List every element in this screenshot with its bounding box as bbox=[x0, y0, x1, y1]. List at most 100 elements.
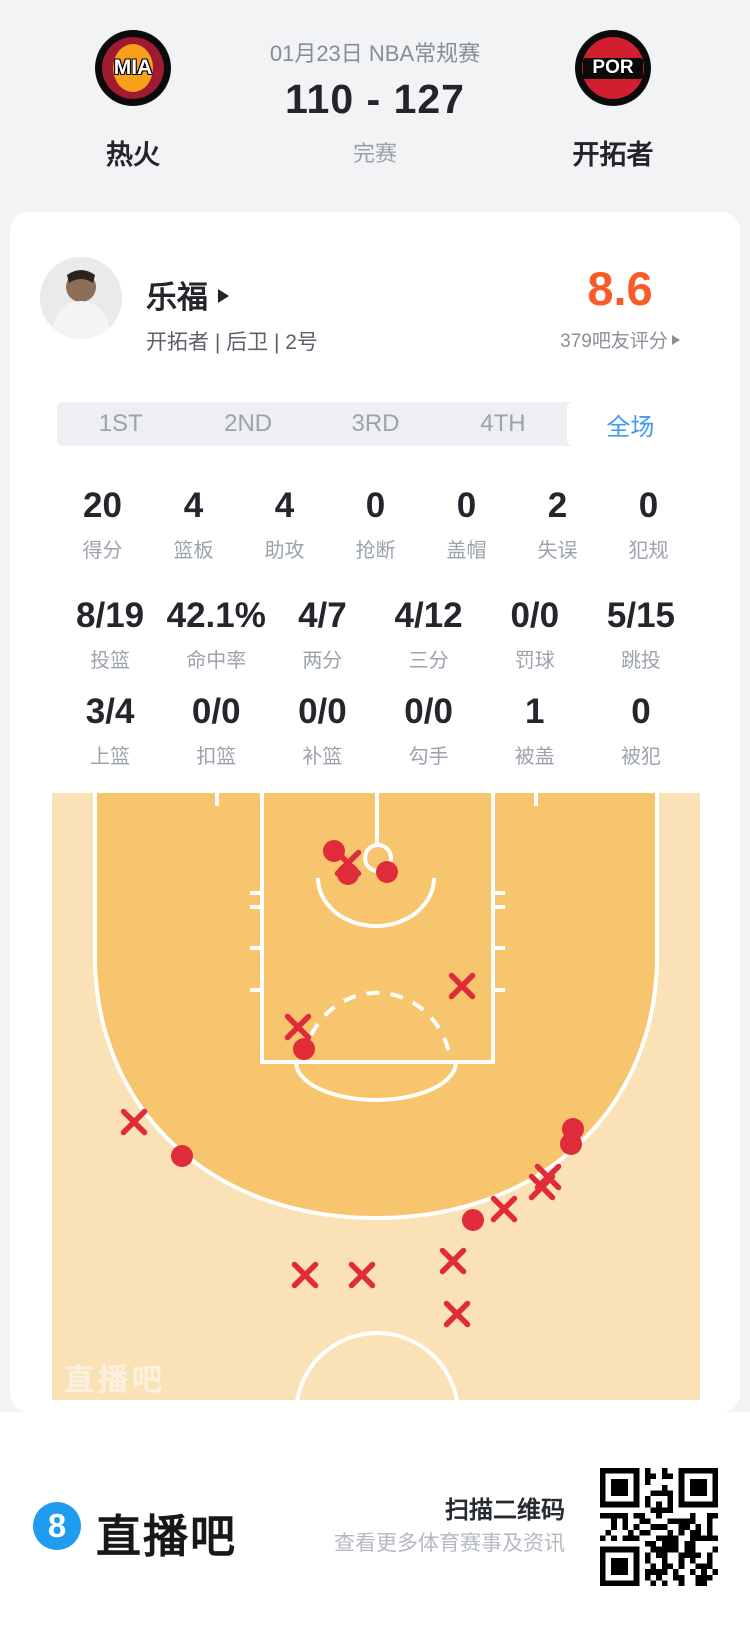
shot-made-marker bbox=[376, 861, 398, 883]
match-score: 110 - 127 bbox=[285, 76, 465, 122]
player-meta: 开拓者 | 后卫 | 2号 bbox=[146, 331, 318, 354]
stat-label: 上篮 bbox=[90, 746, 131, 768]
shot-made-marker bbox=[560, 1133, 582, 1155]
caret-right-small-icon bbox=[671, 334, 680, 345]
qr-code bbox=[600, 1468, 718, 1586]
shot-missed-marker bbox=[528, 1173, 556, 1201]
player-name: 乐福 bbox=[146, 280, 208, 315]
stat-label: 助攻 bbox=[264, 540, 305, 562]
stat-label: 失误 bbox=[537, 540, 578, 562]
stat-value: 0 bbox=[365, 486, 386, 525]
tab-全场[interactable]: 全场 bbox=[566, 402, 695, 446]
player-rating: 8.6 bbox=[587, 262, 653, 315]
stat-col: 20 得分 bbox=[57, 486, 148, 563]
shot-chart-court: 直播吧 bbox=[52, 793, 700, 1400]
tab-1ST[interactable]: 1ST bbox=[98, 410, 143, 437]
shot-made-marker bbox=[171, 1145, 193, 1167]
stat-col: 4 篮板 bbox=[148, 486, 239, 563]
stat-col: 8/19 投篮 bbox=[57, 596, 163, 673]
stat-value: 0 bbox=[631, 692, 651, 731]
stat-col: 5/15 跳投 bbox=[588, 596, 694, 673]
stat-value: 4 bbox=[183, 486, 204, 525]
team-name-away: 开拓者 bbox=[572, 140, 654, 170]
free-throw-circle-solid bbox=[294, 1061, 458, 1102]
stat-label: 命中率 bbox=[186, 650, 247, 672]
stat-label: 三分 bbox=[408, 650, 449, 672]
brand-logo-glyph: 8 bbox=[47, 1507, 67, 1544]
team-name-home: 热火 bbox=[106, 140, 160, 170]
shot-missed-marker bbox=[120, 1108, 148, 1136]
rating-caption[interactable]: 379吧友评分 bbox=[505, 326, 735, 353]
scan-qr-title: 扫描二维码 bbox=[445, 1497, 565, 1524]
free-throw-circle-dashed bbox=[302, 990, 452, 1059]
shot-missed-marker bbox=[348, 1261, 376, 1289]
stat-value: 0/0 bbox=[404, 692, 453, 731]
stat-label: 罚球 bbox=[514, 650, 555, 672]
team-logo-mia-icon: MIA bbox=[95, 30, 171, 106]
shot-missed-marker bbox=[448, 972, 476, 1000]
stat-value: 4/7 bbox=[298, 596, 347, 635]
caret-right-icon bbox=[218, 289, 229, 303]
stat-value: 4/12 bbox=[394, 596, 463, 635]
stat-value: 5/15 bbox=[606, 596, 675, 635]
stat-value: 0/0 bbox=[191, 692, 241, 731]
shot-missed-marker bbox=[439, 1247, 467, 1275]
stat-col: 0/0 扣篮 bbox=[163, 692, 269, 769]
player-rating-block: 8.6 379吧友评分 bbox=[505, 264, 735, 353]
stat-col: 0/0 补篮 bbox=[269, 692, 375, 769]
stat-value: 42.1% bbox=[166, 596, 266, 635]
stat-col: 4 助攻 bbox=[239, 486, 330, 563]
match-status: 完赛 bbox=[352, 141, 397, 166]
stat-label: 扣篮 bbox=[196, 746, 237, 768]
stat-col: 2 失误 bbox=[512, 486, 603, 563]
stat-label: 被犯 bbox=[620, 746, 661, 768]
stat-label: 抢断 bbox=[355, 540, 396, 562]
por-logo-band bbox=[583, 58, 643, 79]
tab-4TH[interactable]: 4TH bbox=[480, 410, 526, 437]
stat-col: 3/4 上篮 bbox=[57, 692, 163, 769]
shot-markers-layer bbox=[120, 840, 584, 1328]
shot-missed-marker bbox=[284, 1013, 312, 1041]
stats-row-basic: 20 得分 4 篮板 4 助攻 0 抢断 0 盖帽 2 失误 0 犯规 bbox=[57, 486, 694, 563]
shot-missed-marker bbox=[334, 849, 362, 877]
stat-value: 8/19 bbox=[76, 596, 145, 635]
tab-2ND[interactable]: 2ND bbox=[224, 410, 273, 437]
stat-col: 4/7 两分 bbox=[269, 596, 375, 673]
stat-label: 篮板 bbox=[173, 540, 214, 562]
center-circle bbox=[295, 1331, 459, 1400]
stat-col: 1 被盖 bbox=[482, 692, 588, 769]
stat-label: 投篮 bbox=[90, 650, 131, 672]
stat-value: 0/0 bbox=[298, 692, 347, 731]
stat-label: 得分 bbox=[82, 540, 123, 562]
stat-label: 两分 bbox=[302, 650, 343, 672]
stat-value: 0/0 bbox=[510, 596, 560, 635]
stat-col: 0/0 罚球 bbox=[482, 596, 588, 673]
stat-value: 2 bbox=[547, 486, 568, 525]
court-watermark: 直播吧 bbox=[64, 1364, 166, 1397]
quarter-tab-bar: 1ST 2ND 3RD 4TH 全场 bbox=[57, 402, 695, 446]
rating-caption-text: 379吧友评分 bbox=[560, 331, 668, 352]
stat-label: 补篮 bbox=[302, 746, 343, 768]
player-avatar bbox=[40, 257, 122, 339]
paint-lane-lines bbox=[260, 793, 495, 1064]
match-date-title: 01月23日 NBA常规赛 bbox=[269, 41, 481, 66]
shot-made-marker bbox=[293, 1038, 315, 1060]
stat-col: 0/0 勾手 bbox=[376, 692, 482, 769]
stat-value: 3/4 bbox=[85, 692, 135, 731]
brand-name: 直播吧 bbox=[96, 1511, 238, 1562]
stat-label: 犯规 bbox=[628, 540, 669, 562]
restricted-area-arc bbox=[316, 877, 436, 928]
stat-col: 0 犯规 bbox=[603, 486, 694, 563]
stat-value: 20 bbox=[83, 486, 122, 525]
stat-value: 0 bbox=[638, 486, 659, 525]
stat-col: 0 盖帽 bbox=[421, 486, 512, 563]
shot-missed-marker bbox=[291, 1261, 319, 1289]
player-name-row[interactable]: 乐福 bbox=[146, 272, 229, 317]
two-point-area bbox=[95, 793, 657, 1218]
tab-3RD[interactable]: 3RD bbox=[351, 410, 400, 437]
stat-value: 4 bbox=[274, 486, 295, 525]
stat-col: 0 被犯 bbox=[588, 692, 694, 769]
stat-col: 42.1% 命中率 bbox=[163, 596, 269, 673]
stat-label: 勾手 bbox=[408, 746, 449, 768]
